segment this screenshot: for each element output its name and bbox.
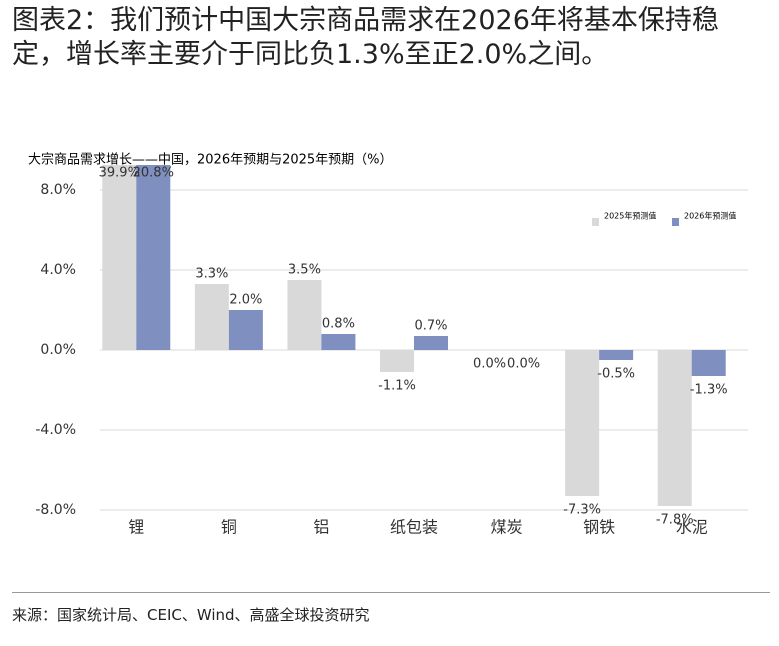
bar — [321, 334, 356, 350]
x-tick-label: 钢铁 — [583, 518, 615, 537]
bar — [691, 350, 726, 376]
x-tick-label: 纸包装 — [390, 518, 438, 537]
value-label: 0.0% — [507, 357, 540, 372]
x-tick-label: 水泥 — [676, 518, 708, 537]
bar — [102, 165, 137, 350]
y-tick-label: -8.0% — [35, 502, 76, 518]
bar — [657, 350, 692, 506]
x-tick-label: 铝 — [313, 518, 329, 537]
value-label: -7.8% — [656, 513, 694, 528]
x-tick-label: 煤炭 — [491, 518, 523, 537]
value-label: 20.8% — [133, 166, 174, 181]
y-tick-label: 4.0% — [40, 262, 76, 278]
x-tick-label: 铜 — [221, 518, 237, 537]
chart-subtitle: 大宗商品需求增长——中国，2026年预期与2025年预期（%） — [28, 152, 393, 168]
x-tick-label: 锂 — [128, 518, 144, 537]
bar — [599, 350, 634, 360]
legend-label: 2026年预测值 — [684, 211, 736, 221]
chart: 大宗商品需求增长——中国，2026年预期与2025年预期（%） -8.0% -4.… — [28, 152, 748, 537]
legend-label: 2025年预测值 — [604, 211, 656, 221]
value-label: -0.5% — [597, 367, 635, 382]
value-label: 3.5% — [288, 263, 321, 278]
value-label: -7.3% — [563, 503, 601, 518]
legend-swatch — [592, 218, 599, 226]
page-title: 图表2：我们预计中国大宗商品需求在2026年将基本保持稳定，增长率主要介于同比负… — [12, 5, 719, 70]
value-label: 2.0% — [229, 293, 262, 308]
value-label: 3.3% — [195, 267, 228, 282]
source: 来源：国家统计局、CEIC、Wind、高盛全球投资研究 — [12, 606, 370, 624]
bar — [565, 350, 600, 496]
y-tick-label: 8.0% — [40, 182, 76, 198]
value-label: -1.1% — [378, 379, 416, 394]
value-label: 39.9% — [99, 166, 140, 181]
value-label: 0.0% — [473, 357, 506, 372]
value-label: -1.3% — [690, 383, 728, 398]
y-tick-label: 0.0% — [40, 342, 76, 358]
bar — [194, 284, 229, 350]
separator — [12, 592, 770, 593]
bar — [228, 310, 263, 350]
bar — [136, 165, 171, 350]
value-label: 0.7% — [414, 319, 447, 334]
y-tick-label: -4.0% — [35, 422, 76, 438]
bars — [102, 165, 726, 506]
legend-swatch — [672, 218, 679, 226]
bar — [380, 350, 414, 372]
bar — [287, 280, 322, 350]
bar — [414, 336, 448, 350]
value-label: 0.8% — [322, 317, 355, 332]
